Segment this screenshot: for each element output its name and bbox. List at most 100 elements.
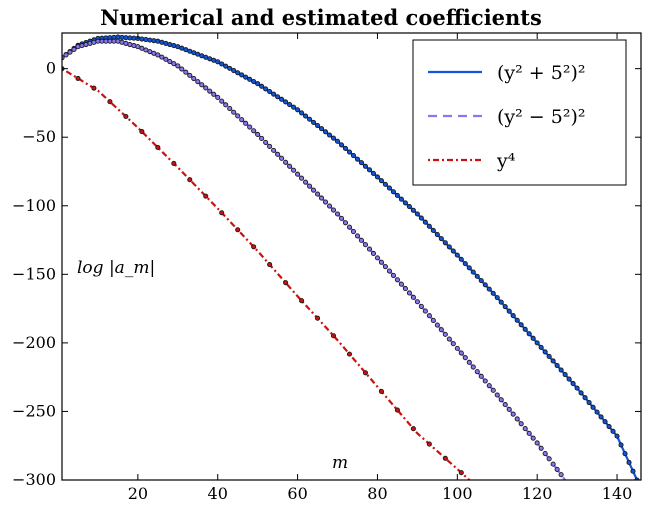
data-marker-0 (574, 385, 580, 391)
data-marker-0 (522, 326, 528, 332)
data-marker-0 (534, 340, 540, 346)
data-marker-2 (155, 144, 161, 151)
data-marker-2 (75, 75, 81, 81)
data-marker-0 (155, 38, 161, 44)
data-marker-1 (494, 392, 500, 398)
y-axis-label: log |a_m| (77, 258, 155, 278)
data-marker-0 (598, 414, 604, 420)
y-tick-label: −200 (12, 333, 56, 352)
data-marker-1 (546, 456, 552, 462)
data-marker-0 (295, 107, 301, 113)
data-marker-1 (346, 224, 353, 230)
y-tick-label: −250 (12, 401, 56, 420)
data-marker-1 (155, 52, 161, 58)
data-marker-0 (510, 313, 516, 319)
data-marker-0 (322, 129, 329, 135)
data-marker-2 (139, 129, 145, 135)
data-marker-0 (546, 353, 552, 360)
data-marker-0 (231, 68, 237, 74)
data-marker-1 (63, 52, 69, 58)
data-marker-0 (235, 70, 241, 76)
data-marker-1 (382, 264, 388, 270)
data-marker-1 (526, 430, 532, 436)
data-marker-0 (514, 317, 520, 323)
data-marker-1 (127, 41, 133, 48)
series-line-2 (62, 67, 471, 480)
data-marker-2 (330, 333, 337, 339)
data-marker-1 (490, 387, 496, 393)
data-marker-0 (143, 37, 149, 43)
data-marker-1 (227, 106, 233, 112)
data-marker-2 (346, 351, 353, 357)
data-marker-1 (247, 124, 253, 130)
data-marker-1 (410, 294, 416, 300)
data-marker-2 (251, 244, 257, 250)
data-marker-2 (107, 99, 113, 105)
data-marker-0 (626, 459, 632, 466)
data-marker-1 (538, 445, 544, 451)
y-tick-label: 0 (46, 59, 56, 78)
data-marker-1 (251, 128, 257, 134)
data-marker-0 (418, 215, 424, 221)
data-marker-1 (179, 66, 185, 72)
data-marker-1 (398, 281, 404, 287)
data-marker-1 (330, 207, 337, 213)
data-marker-0 (454, 252, 460, 258)
axis-ticks: 20 40 60 80 100 120 140 0 −50 −100 −150 −200 −250 −30… (12, 33, 641, 503)
data-marker-0 (498, 299, 504, 305)
x-tick-label: 140 (602, 484, 633, 503)
data-marker-1 (223, 102, 229, 108)
data-marker-2 (442, 455, 448, 461)
data-marker-1 (478, 373, 484, 379)
data-marker-1 (299, 175, 305, 181)
data-marker-1 (195, 79, 201, 85)
data-marker-1 (442, 331, 448, 337)
data-marker-1 (311, 187, 317, 193)
data-marker-0 (382, 181, 388, 187)
data-marker-1 (67, 49, 73, 55)
data-marker-1 (91, 39, 97, 45)
data-marker-2 (426, 441, 432, 447)
data-marker-1 (338, 215, 345, 221)
data-marker-2 (458, 470, 464, 476)
data-marker-0 (554, 362, 560, 369)
data-marker-0 (215, 59, 221, 65)
data-marker-1 (326, 203, 333, 209)
data-marker-0 (271, 91, 277, 97)
data-marker-1 (430, 317, 436, 323)
data-marker-1 (315, 191, 321, 197)
data-marker-0 (550, 358, 556, 364)
data-marker-0 (490, 290, 496, 296)
data-marker-0 (334, 138, 341, 144)
data-marker-1 (482, 378, 488, 384)
data-marker-1 (394, 277, 400, 283)
x-tick-label: 40 (208, 484, 228, 503)
plot-frame (61, 32, 642, 481)
data-marker-1 (378, 259, 385, 265)
data-marker-1 (470, 364, 476, 370)
data-marker-1 (414, 299, 420, 305)
data-marker-0 (486, 286, 492, 292)
data-marker-0 (602, 419, 608, 425)
y-tick-label: −150 (12, 264, 56, 283)
data-marker-1 (207, 88, 213, 94)
data-marker-1 (458, 350, 464, 356)
data-marker-1 (159, 54, 165, 60)
data-marker-1 (350, 228, 357, 235)
data-marker-0 (342, 145, 349, 151)
data-marker-1 (422, 308, 428, 314)
data-marker-1 (506, 406, 512, 412)
data-marker-1 (454, 345, 460, 351)
data-marker-0 (622, 451, 628, 457)
data-marker-1 (318, 195, 325, 201)
data-marker-0 (422, 219, 428, 225)
data-marker-0 (494, 295, 500, 301)
data-marker-0 (402, 200, 408, 206)
data-marker-1 (402, 286, 408, 292)
data-marker-1 (466, 359, 472, 365)
data-marker-0 (243, 74, 249, 80)
data-marker-0 (307, 116, 313, 122)
data-marker-0 (590, 404, 596, 410)
data-marker-1 (406, 290, 412, 296)
data-marker-0 (326, 132, 333, 138)
